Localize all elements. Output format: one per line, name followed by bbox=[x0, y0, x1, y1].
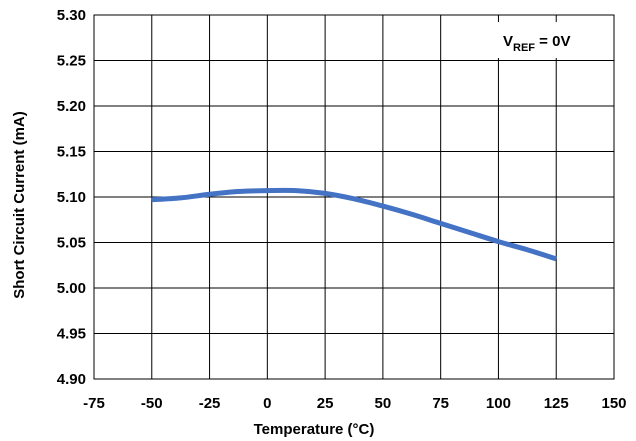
annotation-suffix: = 0V bbox=[535, 33, 570, 50]
y-axis-title: Short Circuit Current (mA) bbox=[11, 111, 28, 299]
y-tick-label: 5.30 bbox=[57, 7, 86, 24]
annotation-prefix: V bbox=[503, 33, 513, 50]
x-axis-title: Temperature (°C) bbox=[254, 421, 375, 438]
y-tick-label: 5.20 bbox=[57, 98, 86, 115]
x-tick-label: 25 bbox=[317, 395, 334, 412]
y-tick-labels: 4.90 4.95 5.00 5.05 5.10 5.15 5.20 5.25 5.30 bbox=[57, 7, 86, 388]
annotation-subscript: REF bbox=[513, 42, 535, 54]
x-tick-label: 125 bbox=[544, 395, 569, 412]
x-tick-label: 50 bbox=[375, 395, 392, 412]
plot-frame bbox=[93, 14, 615, 380]
vref-annotation: VREF = 0V bbox=[497, 22, 607, 58]
y-tick-label: 4.90 bbox=[57, 371, 86, 388]
x-tick-label: -75 bbox=[83, 395, 105, 412]
x-tick-label: 150 bbox=[601, 395, 626, 412]
y-tick-label: 5.15 bbox=[57, 144, 86, 161]
annotation-box bbox=[497, 22, 607, 58]
x-tick-label: 75 bbox=[432, 395, 449, 412]
series-layer bbox=[151, 187, 557, 262]
x-tick-label: 100 bbox=[486, 395, 511, 412]
y-tick-label: 5.05 bbox=[57, 235, 86, 252]
y-tick-label: 5.00 bbox=[57, 280, 86, 297]
x-tick-label: -50 bbox=[141, 395, 163, 412]
y-tick-label: 4.95 bbox=[57, 326, 86, 343]
x-tick-label: 0 bbox=[263, 395, 271, 412]
y-tick-label: 5.25 bbox=[57, 53, 86, 70]
x-tick-label: -25 bbox=[199, 395, 221, 412]
annotation-text: VREF = 0V bbox=[503, 33, 570, 54]
series-line bbox=[151, 187, 557, 262]
y-tick-label: 5.10 bbox=[57, 189, 86, 206]
x-tick-labels: -75 -50 -25 0 25 50 75 100 125 150 bbox=[83, 395, 626, 412]
